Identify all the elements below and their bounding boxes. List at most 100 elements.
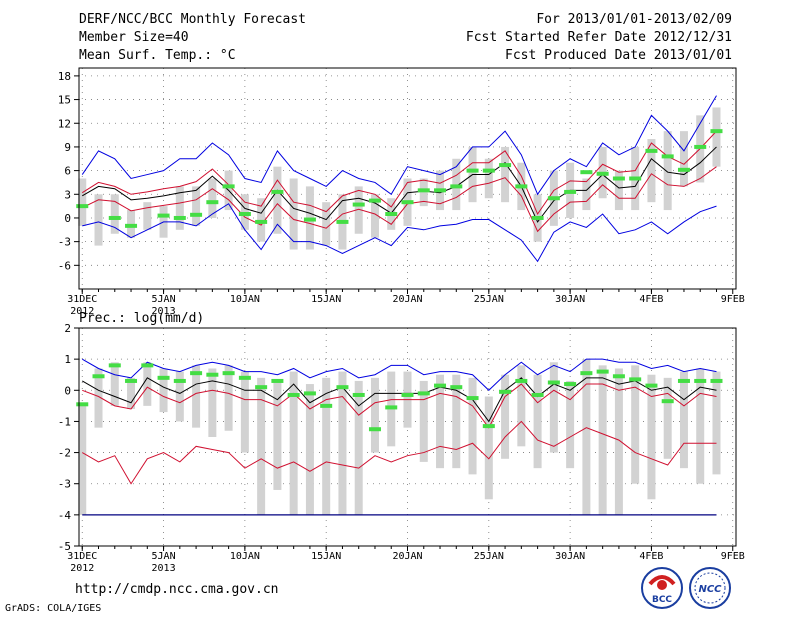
prec-obs-marker (612, 374, 625, 379)
prec-obs-marker (677, 378, 690, 383)
temp-spread-box (647, 139, 656, 203)
prec-ytick-label: 2 (64, 322, 71, 335)
bcc-logo: BCC (641, 567, 683, 609)
prec-spread-box (566, 380, 575, 469)
temp-ytick-label: 15 (58, 94, 71, 107)
prec-obs-marker (238, 375, 251, 380)
temp-spread-box (289, 178, 298, 250)
prec-xtick-sublabel: 2013 (152, 563, 176, 574)
prec-obs-marker (173, 378, 186, 383)
temp-spread-box (354, 186, 363, 234)
temp-obs-marker (303, 217, 316, 222)
prec-xtick-label: 15JAN (311, 551, 341, 562)
prec-spread-box (94, 368, 103, 428)
temp-spread-box (582, 178, 591, 211)
prec-obs-marker (336, 385, 349, 390)
temp-obs-marker (564, 189, 577, 194)
prec-obs-marker (320, 403, 333, 408)
prec-spread-box (647, 374, 656, 500)
temp-ytick-label: 12 (58, 117, 71, 130)
prec-spread-box (614, 368, 623, 515)
temp-obs-marker (352, 202, 365, 207)
prec-spread-box (468, 377, 477, 475)
prec-obs-marker (466, 396, 479, 401)
prec-spread-box (354, 380, 363, 515)
prec-obs-marker (547, 380, 560, 385)
prec-xtick-label: 5JAN (152, 551, 176, 562)
temp-obs-marker (108, 215, 121, 220)
temp-xtick-label: 30JAN (555, 294, 585, 305)
temp-xtick-label: 15JAN (311, 294, 341, 305)
prec-obs-marker (206, 372, 219, 377)
temp-series-mean (82, 146, 717, 223)
prec-series-max (82, 358, 717, 391)
prec-spread-box (663, 377, 672, 459)
prec-spread-box (78, 402, 87, 515)
temp-obs-marker (580, 170, 593, 175)
prec-obs-marker (580, 371, 593, 376)
prec-xtick-label: 30JAN (555, 551, 585, 562)
prec-series-low-band (82, 383, 717, 429)
temp-obs-marker (710, 129, 723, 134)
prec-obs-marker (368, 427, 381, 432)
prec-spread-box (598, 365, 607, 515)
prec-obs-marker (661, 399, 674, 404)
temp-obs-marker (190, 212, 203, 217)
prec-obs-marker (434, 383, 447, 388)
prec-ytick-label: -4 (58, 509, 72, 522)
temp-ytick-label: 3 (64, 188, 71, 201)
variable-label: Mean Surf. Temp.: °C (79, 48, 236, 63)
prec-spread-box (110, 362, 119, 406)
temp-obs-marker (401, 200, 414, 205)
bcc-logo-text: BCC (652, 595, 672, 605)
temp-obs-marker (547, 196, 560, 201)
temp-spread-box (322, 202, 331, 246)
prec-spread-box (305, 384, 314, 515)
temp-obs-marker (238, 212, 251, 217)
temp-spread-box (78, 178, 87, 226)
prec-series-min (82, 420, 717, 485)
temp-obs-marker (515, 184, 528, 189)
prec-xtick-label: 20JAN (392, 551, 422, 562)
prec-obs-marker (222, 371, 235, 376)
prec-obs-marker (564, 382, 577, 387)
prec-ytick-label: -3 (58, 478, 71, 491)
temp-xtick-label: 4FEB (639, 294, 663, 305)
temp-obs-marker (645, 148, 658, 153)
source-url[interactable]: http://cmdp.ncc.cma.gov.cn (75, 582, 279, 597)
temp-obs-marker (694, 144, 707, 149)
temp-xtick-sublabel: 2013 (152, 306, 176, 317)
prec-spread-box (712, 371, 721, 475)
forecast-period: For 2013/01/01-2013/02/09 (536, 12, 732, 27)
prec-obs-marker (482, 424, 495, 429)
prec-spread-box (696, 368, 705, 484)
temp-obs-marker (336, 219, 349, 224)
prec-xtick-label: 10JAN (230, 551, 260, 562)
prec-panel-title: Prec.: log(mm/d) (79, 311, 204, 326)
temp-obs-marker (76, 204, 89, 209)
prec-obs-marker (417, 391, 430, 396)
temp-xtick-label: 10JAN (230, 294, 260, 305)
temp-obs-marker (434, 188, 447, 193)
prec-obs-marker (385, 405, 398, 410)
temp-spread-box (94, 194, 103, 246)
temp-series-min (82, 203, 717, 263)
temp-spread-box (614, 170, 623, 211)
temp-xtick-label: 25JAN (474, 294, 504, 305)
temp-ytick-label: 6 (64, 165, 71, 178)
temp-ytick-label: 0 (64, 212, 71, 225)
prec-obs-marker (157, 375, 170, 380)
prec-obs-marker (629, 377, 642, 382)
prec-xtick-label: 25JAN (474, 551, 504, 562)
prec-spread-box (208, 368, 217, 437)
prec-spread-box (175, 371, 184, 422)
temp-obs-marker (612, 176, 625, 181)
prec-xtick-sublabel: 2012 (70, 563, 94, 574)
temp-spread-box (175, 186, 184, 230)
temp-spread-box (679, 131, 688, 187)
temp-obs-marker (450, 184, 463, 189)
ncc-logo-text: NCC (698, 584, 722, 595)
prec-spread-box (338, 371, 347, 515)
prec-spread-box (240, 371, 249, 453)
